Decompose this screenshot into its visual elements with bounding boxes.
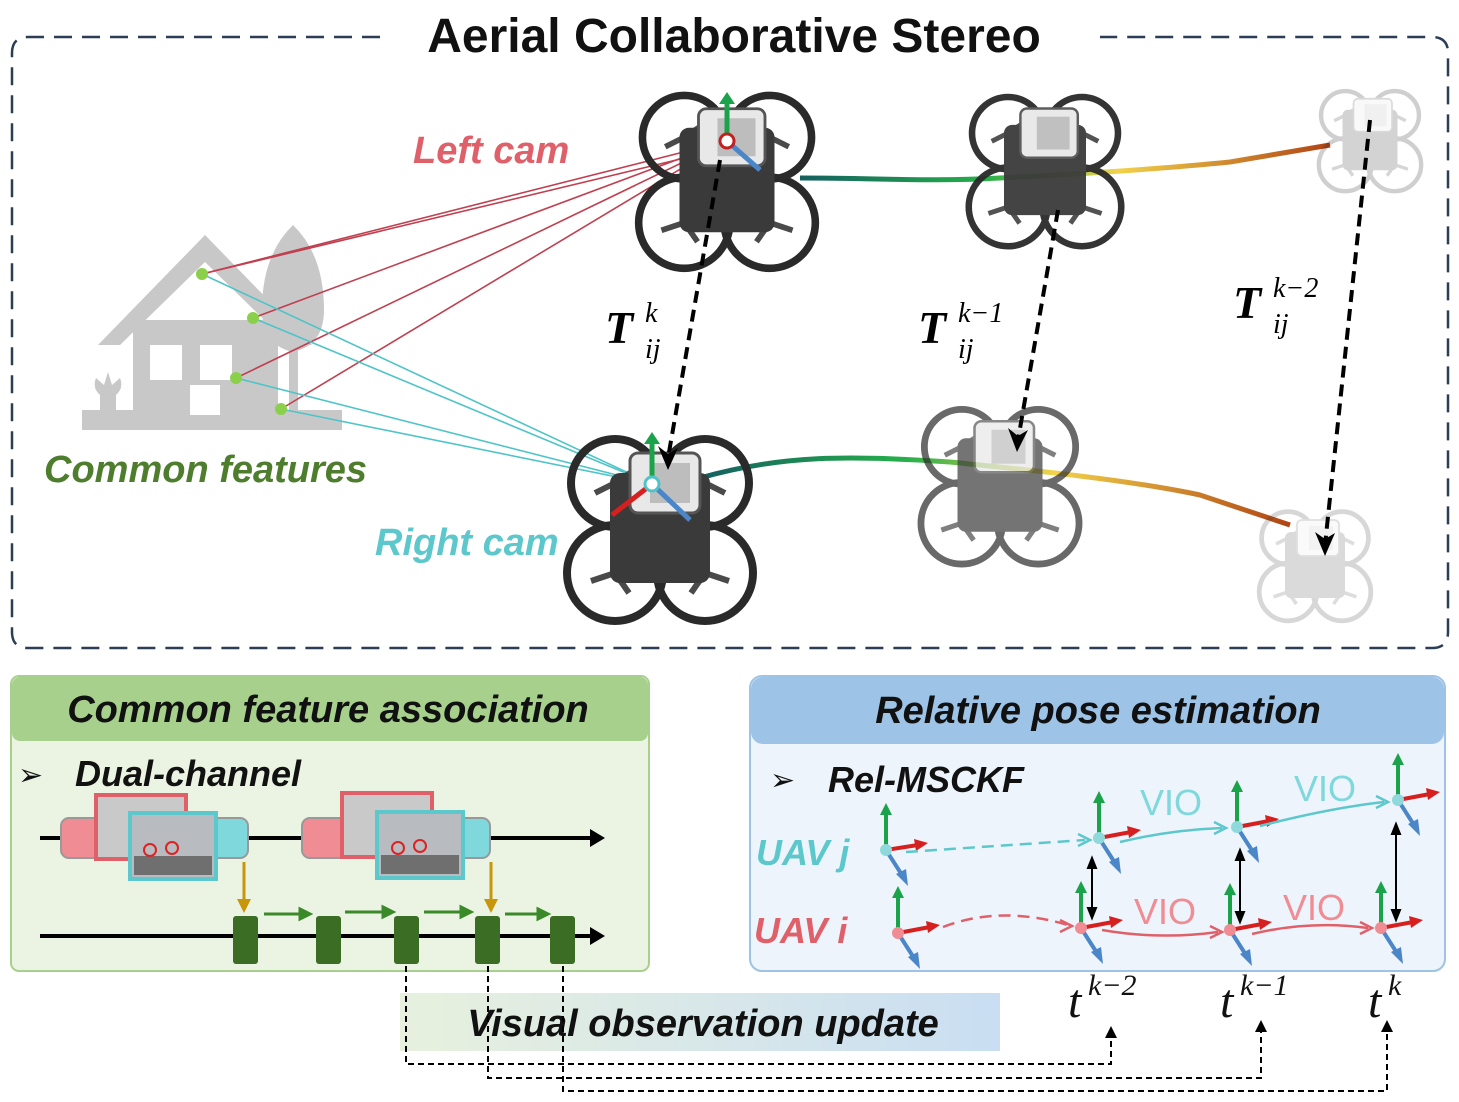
transform-label-k-2: T k−2 ij xyxy=(1233,273,1318,340)
relative-transform-arrows xyxy=(666,119,1372,546)
vio-label-i1: VIO xyxy=(1134,891,1196,932)
uav-i-label: UAV i xyxy=(754,910,848,951)
svg-text:t: t xyxy=(1220,975,1235,1028)
uav-j-trajectory xyxy=(699,455,1291,528)
svg-text:k−2: k−2 xyxy=(1088,969,1137,1002)
feature-tracking-arrows xyxy=(264,904,552,922)
time-label-k-1: t k−1 xyxy=(1220,969,1289,1028)
svg-text:ij: ij xyxy=(958,334,974,365)
right-cam-frame-axes xyxy=(610,432,692,522)
pose-frames xyxy=(880,753,1440,969)
relative-pose-links xyxy=(1086,821,1402,925)
transform-label-k-1: T k−1 ij xyxy=(918,298,1003,365)
association-panel-title: Common feature association xyxy=(67,689,589,731)
svg-text:ij: ij xyxy=(1273,309,1289,340)
common-features-label: Common features xyxy=(44,449,367,491)
uav-j-label: UAV j xyxy=(756,832,850,873)
pose-bullet-marker: ➢ xyxy=(770,763,795,798)
time-label-k: t k xyxy=(1368,969,1402,1028)
relative-transform-arrowheads xyxy=(658,428,1335,556)
update-band xyxy=(400,993,1000,1051)
transform-label-k: T k ij xyxy=(605,298,661,365)
vio-label-j1: VIO xyxy=(1140,782,1202,823)
association-panel-header xyxy=(12,677,648,741)
update-connectors xyxy=(405,966,1388,1092)
right-cam-rays xyxy=(201,273,653,485)
svg-text:k−1: k−1 xyxy=(958,298,1003,329)
update-connector-arrowheads xyxy=(1105,1020,1393,1038)
left-cam-rays xyxy=(201,140,728,410)
tree-icon xyxy=(262,225,324,420)
association-bullet-label: Dual-channel xyxy=(75,753,302,794)
left-cam-label: Left cam xyxy=(413,130,569,172)
svg-text:t: t xyxy=(1068,975,1083,1028)
svg-text:k: k xyxy=(1388,969,1402,1002)
drone-right-prev xyxy=(921,409,1079,564)
keyframe-timeline xyxy=(40,916,605,964)
svg-text:t: t xyxy=(1368,975,1383,1028)
vio-propagation-arrows xyxy=(905,794,1391,940)
svg-text:T: T xyxy=(918,302,948,353)
update-label: Visual observation update xyxy=(467,1003,939,1045)
uav-i-trajectory xyxy=(799,142,1331,183)
svg-text:k−1: k−1 xyxy=(1240,969,1289,1002)
svg-text:k−2: k−2 xyxy=(1273,273,1318,304)
svg-text:k: k xyxy=(645,298,658,329)
drone-left-prev xyxy=(969,97,1122,246)
svg-text:T: T xyxy=(1233,277,1263,328)
diagram-title: Aerial Collaborative Stereo xyxy=(427,10,1041,63)
pose-bullet-label: Rel-MSCKF xyxy=(828,759,1025,800)
time-label-k-2: t k−2 xyxy=(1068,969,1137,1028)
common-feature-points xyxy=(196,268,287,415)
pose-panel-title: Relative pose estimation xyxy=(875,690,1321,732)
svg-text:ij: ij xyxy=(645,334,661,365)
pose-panel-header xyxy=(751,677,1444,744)
stereo-image-pair-2 xyxy=(340,791,465,880)
stereo-image-pair-1 xyxy=(94,793,218,881)
svg-text:T: T xyxy=(605,302,635,353)
drone-right-prev2 xyxy=(1259,512,1371,621)
drone-right-current xyxy=(567,439,753,621)
association-bullet-marker: ➢ xyxy=(18,758,43,793)
drone-left-prev2 xyxy=(1319,91,1421,191)
left-cam-frame-axes xyxy=(718,92,762,172)
vio-label-j2: VIO xyxy=(1294,768,1356,809)
vio-label-i2: VIO xyxy=(1283,887,1345,928)
association-connectors xyxy=(237,862,498,913)
right-cam-label: Right cam xyxy=(375,522,559,564)
top-panel-border xyxy=(10,35,1450,650)
